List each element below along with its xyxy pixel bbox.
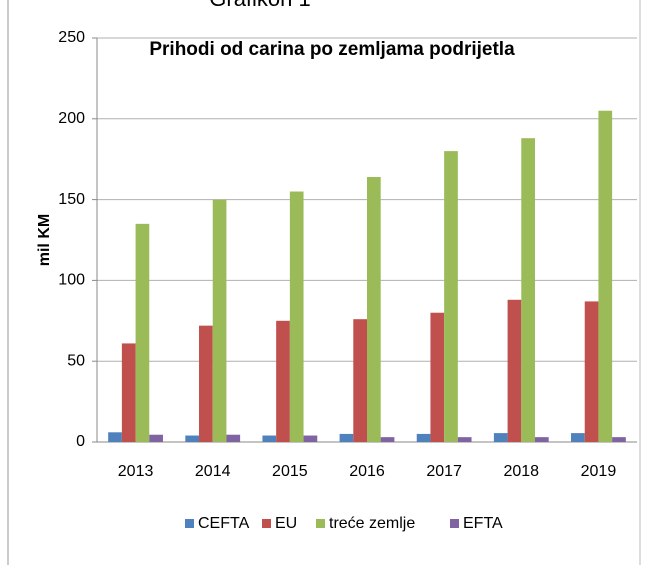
y-tick-label: 200 — [58, 110, 85, 127]
bar — [493, 433, 508, 442]
legend-label: EFTA — [463, 515, 503, 532]
bar — [416, 433, 431, 442]
bar — [584, 301, 599, 442]
x-tick-label: 2017 — [426, 463, 462, 480]
bar — [339, 433, 354, 442]
bar — [199, 325, 213, 442]
legend-label: EU — [275, 515, 297, 532]
y-tick-label: 150 — [58, 191, 85, 208]
bar — [303, 435, 318, 442]
bar — [226, 434, 241, 442]
bar — [121, 343, 136, 442]
bar — [185, 435, 200, 442]
x-tick-label: 2019 — [581, 463, 617, 480]
legend-label: treće zemlje — [329, 515, 415, 532]
legend-swatch — [450, 519, 459, 528]
bar — [135, 223, 150, 442]
legend-swatch — [262, 519, 271, 528]
bar — [612, 437, 626, 442]
caption: Grafikon 1 — [209, 0, 311, 11]
bar — [521, 138, 535, 442]
bar — [353, 319, 367, 442]
x-tick-label: 2018 — [503, 463, 539, 480]
bar — [571, 433, 585, 442]
bar — [457, 437, 472, 442]
y-tick-label: 0 — [76, 433, 85, 450]
y-tick-label: 100 — [58, 272, 85, 289]
bar — [598, 110, 613, 442]
x-tick-label: 2013 — [118, 463, 154, 480]
legend-swatch — [316, 519, 325, 528]
bar — [367, 176, 381, 442]
legend-swatch — [185, 519, 194, 528]
legend-label: CEFTA — [198, 515, 250, 532]
chart-title: Prihodi od carina po zemljama podrijetla — [149, 39, 515, 60]
bar — [534, 437, 549, 442]
x-tick-label: 2015 — [272, 463, 308, 480]
bar — [430, 312, 445, 442]
bar — [276, 320, 290, 442]
x-tick-label: 2016 — [349, 463, 385, 480]
y-tick-label: 50 — [67, 352, 85, 369]
y-axis-label: mil KM — [36, 214, 53, 266]
bar — [380, 437, 395, 442]
bar — [149, 434, 163, 442]
bar — [108, 432, 122, 442]
bar — [289, 191, 304, 442]
x-tick-label: 2014 — [195, 463, 231, 480]
bar — [444, 151, 458, 442]
bar — [262, 435, 277, 442]
bar — [507, 299, 522, 442]
y-tick-label: 250 — [58, 29, 85, 46]
bar — [212, 199, 227, 442]
